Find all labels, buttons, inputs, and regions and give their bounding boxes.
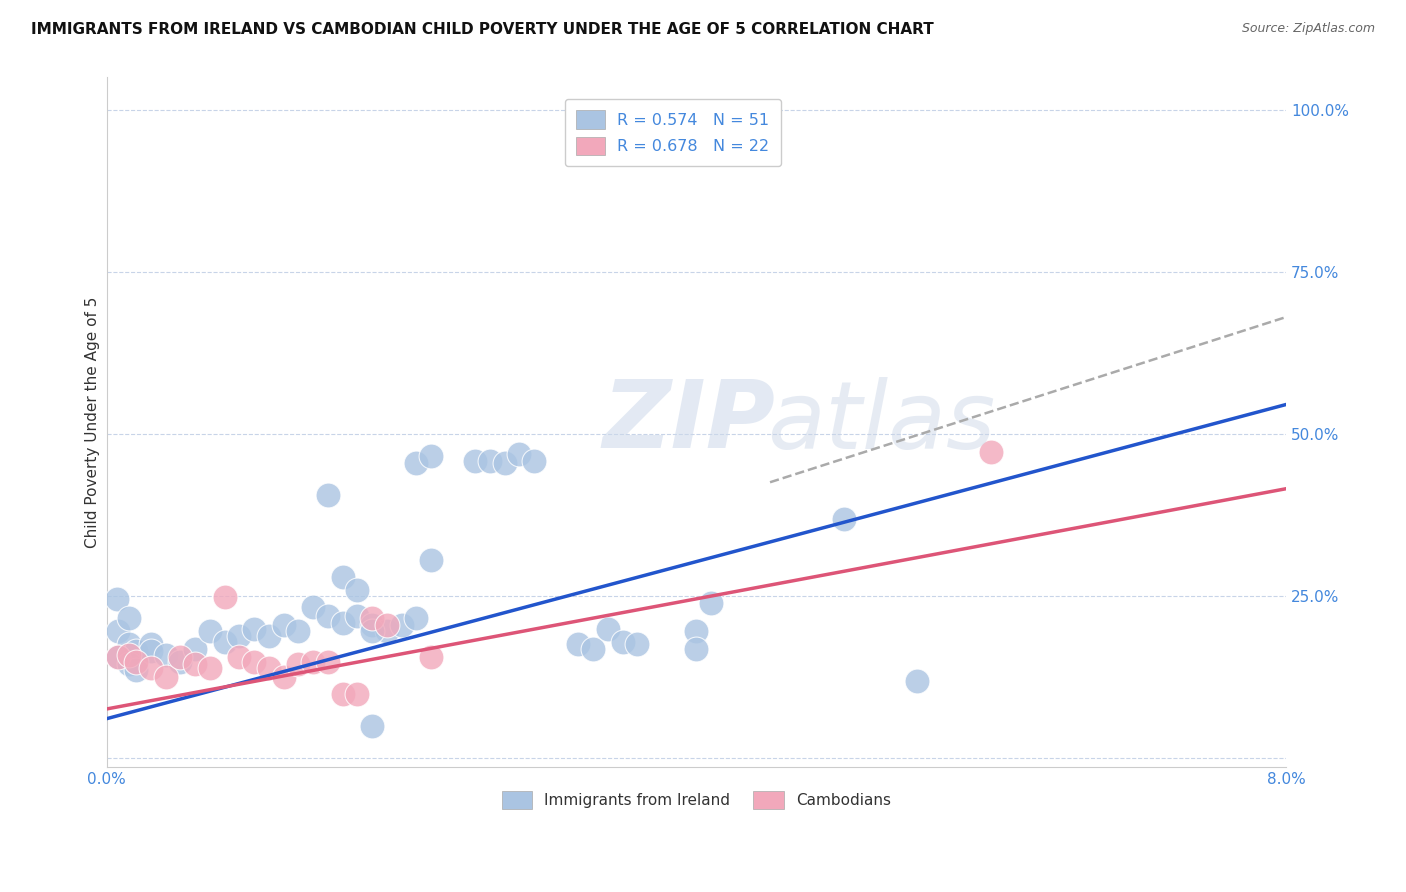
Point bbox=[198, 624, 221, 639]
Point bbox=[316, 488, 339, 502]
Point bbox=[243, 655, 266, 669]
Point bbox=[287, 657, 309, 671]
Point bbox=[494, 456, 516, 470]
Point bbox=[391, 617, 413, 632]
Point bbox=[567, 637, 589, 651]
Point bbox=[361, 624, 384, 639]
Point bbox=[118, 611, 141, 625]
Point bbox=[332, 615, 354, 630]
Point bbox=[478, 454, 501, 468]
Point bbox=[125, 663, 148, 677]
Point bbox=[361, 719, 384, 733]
Point bbox=[464, 454, 486, 468]
Point bbox=[257, 629, 280, 643]
Point bbox=[582, 641, 605, 656]
Legend: Immigrants from Ireland, Cambodians: Immigrants from Ireland, Cambodians bbox=[495, 785, 897, 814]
Point bbox=[508, 447, 530, 461]
Point bbox=[214, 635, 236, 649]
Point bbox=[302, 600, 325, 615]
Point bbox=[139, 643, 162, 657]
Point bbox=[139, 637, 162, 651]
Text: atlas: atlas bbox=[768, 376, 995, 467]
Point bbox=[523, 454, 546, 468]
Point bbox=[214, 590, 236, 604]
Point bbox=[107, 650, 129, 665]
Point bbox=[685, 641, 707, 656]
Point bbox=[107, 624, 129, 639]
Point bbox=[169, 655, 191, 669]
Point bbox=[907, 674, 929, 689]
Point bbox=[257, 661, 280, 675]
Point bbox=[125, 643, 148, 657]
Point bbox=[980, 445, 1002, 459]
Point bbox=[316, 655, 339, 669]
Point bbox=[125, 655, 148, 669]
Text: Source: ZipAtlas.com: Source: ZipAtlas.com bbox=[1241, 22, 1375, 36]
Point bbox=[685, 624, 707, 639]
Point bbox=[420, 650, 443, 665]
Text: IMMIGRANTS FROM IRELAND VS CAMBODIAN CHILD POVERTY UNDER THE AGE OF 5 CORRELATIO: IMMIGRANTS FROM IRELAND VS CAMBODIAN CHI… bbox=[31, 22, 934, 37]
Text: ZIP: ZIP bbox=[602, 376, 775, 468]
Point bbox=[346, 609, 368, 624]
Point bbox=[155, 648, 177, 663]
Point bbox=[243, 622, 266, 636]
Point bbox=[139, 661, 162, 675]
Point bbox=[361, 611, 384, 625]
Point bbox=[273, 617, 295, 632]
Point bbox=[420, 450, 443, 464]
Point bbox=[169, 650, 191, 665]
Point bbox=[832, 512, 855, 526]
Point bbox=[273, 669, 295, 683]
Point bbox=[118, 648, 141, 663]
Point bbox=[118, 657, 141, 671]
Point bbox=[612, 635, 634, 649]
Point bbox=[316, 609, 339, 624]
Point bbox=[626, 637, 648, 651]
Point bbox=[420, 553, 443, 567]
Point bbox=[332, 687, 354, 701]
Point bbox=[228, 650, 250, 665]
Point bbox=[155, 669, 177, 683]
Point bbox=[375, 624, 398, 639]
Point bbox=[228, 629, 250, 643]
Point bbox=[596, 622, 619, 636]
Point bbox=[287, 624, 309, 639]
Point bbox=[107, 650, 129, 665]
Point bbox=[346, 583, 368, 598]
Point bbox=[375, 617, 398, 632]
Point bbox=[118, 637, 141, 651]
Point bbox=[302, 655, 325, 669]
Point bbox=[346, 687, 368, 701]
Point bbox=[405, 456, 427, 470]
Point bbox=[105, 591, 128, 606]
Point bbox=[184, 641, 207, 656]
Point bbox=[361, 617, 384, 632]
Point bbox=[405, 611, 427, 625]
Point bbox=[184, 657, 207, 671]
Point bbox=[198, 661, 221, 675]
Y-axis label: Child Poverty Under the Age of 5: Child Poverty Under the Age of 5 bbox=[86, 297, 100, 548]
Point bbox=[700, 596, 723, 610]
Point bbox=[332, 570, 354, 584]
